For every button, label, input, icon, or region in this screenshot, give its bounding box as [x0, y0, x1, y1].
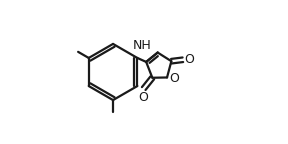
Text: O: O — [184, 53, 194, 66]
Text: O: O — [138, 91, 148, 104]
Text: NH: NH — [133, 39, 152, 52]
Text: O: O — [170, 72, 179, 85]
